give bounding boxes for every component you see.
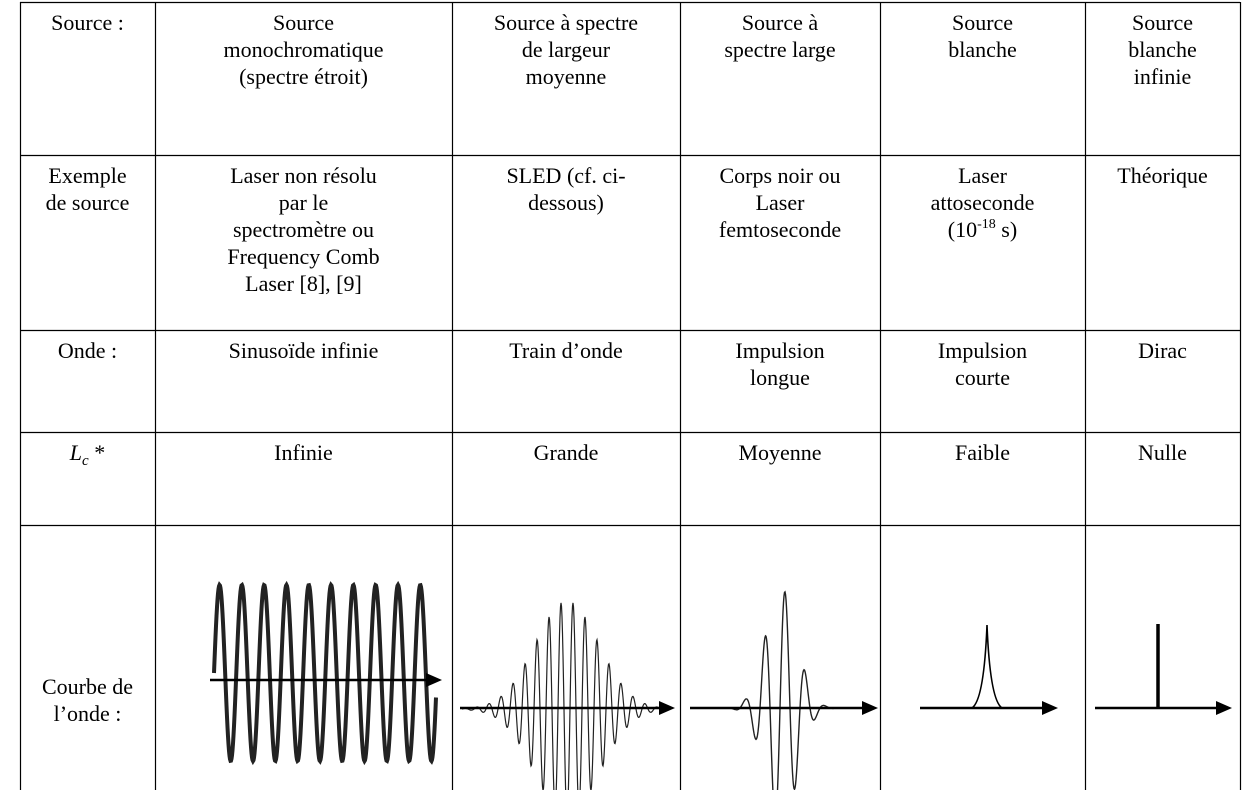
table-cell: Dirac — [1085, 330, 1240, 432]
table-cell: Grande — [452, 432, 680, 525]
sinusoid — [212, 580, 438, 766]
cell-line: Lc * — [20, 439, 155, 469]
cell-text: Source — [951, 10, 1014, 35]
cell-text: Dirac — [1138, 338, 1187, 363]
cell-text: Laser — [958, 163, 1007, 188]
cell-text: Source : — [51, 10, 124, 35]
cell-text: Courbe de — [41, 674, 134, 699]
arrow-head — [862, 701, 878, 715]
cell-text: (10 — [947, 217, 978, 242]
cell-text: infinie — [1133, 64, 1192, 89]
cell-text: par le — [278, 190, 329, 215]
cell-text: SLED (cf. ci- — [506, 163, 626, 188]
cell-text: Impulsion — [735, 338, 825, 363]
cell-text: Grande — [533, 440, 599, 465]
table-cell: Source blanche infinie — [1085, 2, 1240, 155]
cell-text: Source — [272, 10, 335, 35]
cell-text: Corps noir ou — [719, 163, 841, 188]
table-cell: Source monochromatique (spectre étroit) — [155, 2, 452, 155]
arrow-head — [659, 701, 675, 715]
cell-text: attoseconde — [930, 190, 1035, 215]
cell-text: Nulle — [1138, 440, 1187, 465]
table-cell: Laser attoseconde (10-18 s) — [880, 155, 1085, 330]
cell-text: s) — [995, 217, 1018, 242]
cell-text: Sinusoïde infinie — [228, 338, 379, 363]
cell-text: Frequency Comb — [227, 244, 380, 269]
cell-text: Théorique — [1117, 163, 1208, 188]
cell-text: Source à — [741, 10, 819, 35]
cell-text: dessous) — [528, 190, 604, 215]
cell-text: (spectre étroit) — [239, 64, 368, 89]
arrow-head — [1216, 701, 1232, 715]
cell-text: * — [88, 440, 106, 465]
table-cell: Source : — [20, 2, 155, 155]
cell-text: Laser [8], [9] — [245, 271, 362, 296]
cell-text: blanche — [948, 37, 1017, 62]
table-cell: Onde : — [20, 330, 155, 432]
cell-text: Exemple — [48, 163, 127, 188]
wave-train — [461, 602, 671, 790]
arrow-head — [426, 673, 442, 687]
table-cell: Théorique — [1085, 155, 1240, 330]
cell-text: Faible — [955, 440, 1010, 465]
cell-text: de source — [45, 190, 130, 215]
table-cell: Faible — [880, 432, 1085, 525]
cell-text: Infinie — [274, 440, 333, 465]
cell-text: courte — [955, 365, 1010, 390]
subscript: c — [82, 453, 89, 469]
short-pulse — [971, 624, 1003, 709]
cell-text: Source à spectre — [493, 10, 639, 35]
cell-text: L — [69, 440, 83, 465]
cell-text: spectromètre ou — [232, 217, 375, 242]
table-cell: Train d’onde — [452, 330, 680, 432]
superscript: -18 — [977, 217, 996, 232]
table-cell: SLED (cf. ci-dessous) — [452, 155, 680, 330]
table-cell: Source à spectre de largeur moyenne — [452, 2, 680, 155]
table-cell: Corps noir ou Laser femtoseconde — [680, 155, 880, 330]
cell-text: Train d’onde — [509, 338, 623, 363]
cell-text: longue — [750, 365, 810, 390]
cell-line: (10-18 s) — [880, 216, 1085, 243]
arrow-head — [1042, 701, 1058, 715]
table-cell: Impulsion courte — [880, 330, 1085, 432]
table-cell: Nulle — [1085, 432, 1240, 525]
cell-text: moyenne — [525, 64, 607, 89]
table-cell: Sinusoïde infinie — [155, 330, 452, 432]
cell-text: Impulsion — [937, 338, 1028, 363]
cell-text: spectre large — [724, 37, 836, 62]
cell-text: Laser non résolu — [230, 163, 377, 188]
cell-text: Laser — [755, 190, 805, 215]
cell-text: Moyenne — [738, 440, 822, 465]
table-cell: Impulsion longue — [680, 330, 880, 432]
cell-text: femtoseconde — [718, 217, 842, 242]
table-cell: Lc * — [20, 432, 155, 525]
cell-text: blanche — [1128, 37, 1197, 62]
table-cell: Source blanche — [880, 2, 1085, 155]
table-cell: Source à spectre large — [680, 2, 880, 155]
table-cell: Moyenne — [680, 432, 880, 525]
cell-text: de largeur — [521, 37, 611, 62]
long-pulse — [700, 590, 862, 790]
cell-text: l’onde : — [53, 701, 122, 726]
cell-text: monochromatique — [223, 37, 384, 62]
table-cell: Courbe de l’onde : — [20, 525, 155, 790]
table-cell: Exemple de source — [20, 155, 155, 330]
table-cell: Infinie — [155, 432, 452, 525]
table-cell: Laser non résolu par le spectromètre ou Fre… — [155, 155, 452, 330]
cell-text: Source — [1131, 10, 1194, 35]
cell-text: Onde : — [57, 338, 118, 363]
